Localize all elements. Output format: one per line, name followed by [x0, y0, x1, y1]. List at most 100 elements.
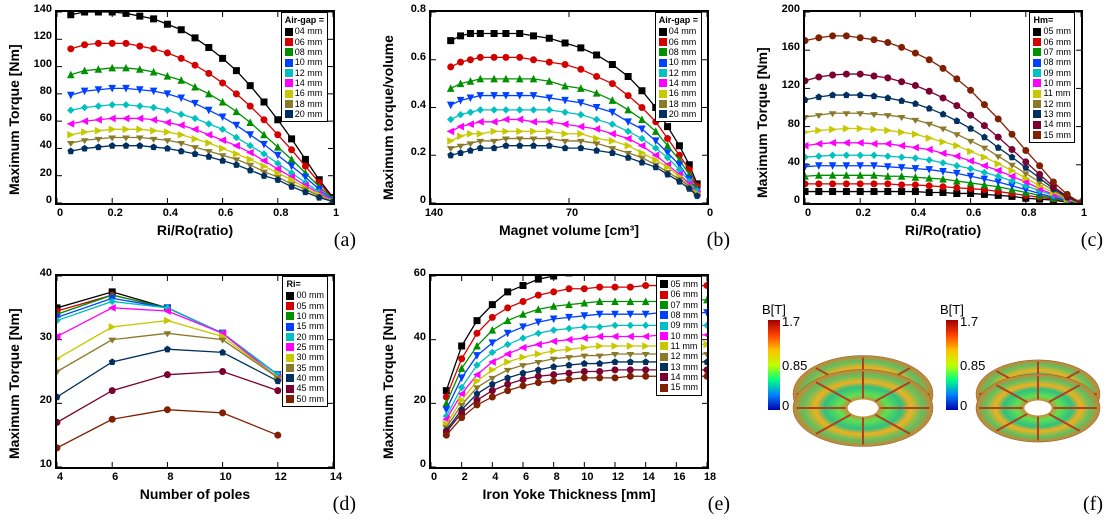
xtick-label: 0.8	[1014, 207, 1044, 219]
series-marker	[981, 154, 987, 160]
series-marker	[843, 140, 849, 146]
legend-label: 12 mm	[1043, 99, 1071, 109]
series-marker	[489, 394, 495, 400]
series-marker	[233, 135, 239, 141]
legend-swatch	[659, 48, 667, 56]
series-marker	[459, 356, 465, 362]
series-marker	[926, 105, 932, 111]
series-marker	[531, 143, 537, 149]
series-marker	[123, 102, 129, 108]
series-marker	[857, 152, 863, 158]
series-marker	[220, 80, 226, 86]
legend-swatch	[659, 100, 667, 108]
xtick-label: 1	[1069, 207, 1099, 219]
series-marker	[926, 157, 932, 163]
xtick-label: 0.4	[903, 207, 933, 219]
series-marker	[517, 30, 523, 36]
series-marker	[503, 128, 509, 134]
series-marker	[597, 361, 603, 367]
legend-swatch	[660, 342, 668, 350]
series-marker	[954, 103, 960, 109]
legend-label: 40 mm	[296, 373, 324, 383]
series-marker	[562, 139, 568, 144]
series-marker	[68, 12, 74, 18]
legend-swatch	[286, 333, 294, 341]
xtick-label: 0	[793, 207, 823, 219]
legend-item: 12 mm	[660, 351, 698, 361]
series-marker	[137, 126, 143, 132]
series-marker	[857, 92, 863, 98]
series-marker	[164, 318, 170, 324]
series-marker	[505, 305, 511, 311]
series-marker	[562, 131, 568, 137]
series-marker	[625, 119, 631, 125]
subplot-label: (a)	[334, 229, 356, 252]
legend-swatch	[286, 302, 294, 310]
series-marker	[981, 146, 987, 151]
series-marker	[164, 129, 170, 135]
series-marker	[505, 381, 511, 387]
series-marker	[220, 349, 226, 355]
xtick-label: 8	[155, 471, 185, 483]
ytick-label: 80	[768, 118, 800, 130]
series-marker	[109, 126, 115, 132]
series-marker	[477, 139, 483, 144]
series-marker	[68, 121, 74, 127]
legend-label: 18 mm	[669, 99, 697, 109]
series-marker	[531, 33, 537, 39]
xtick-label: 0.4	[155, 207, 185, 219]
xtick-label: 0	[419, 471, 449, 483]
series-marker	[954, 76, 960, 82]
series-marker	[562, 109, 568, 115]
series-marker	[566, 326, 572, 332]
series-marker	[192, 62, 198, 68]
series-marker	[816, 74, 822, 80]
series-marker	[261, 158, 267, 164]
series-marker	[816, 114, 822, 119]
series-marker	[1037, 171, 1043, 177]
series-marker	[109, 115, 115, 121]
series-marker	[520, 335, 526, 341]
series-marker	[816, 35, 822, 41]
series-marker	[491, 128, 497, 134]
series-marker	[316, 195, 322, 201]
legend-item: 10 mm	[286, 311, 324, 321]
series-marker	[578, 131, 584, 137]
ytick-label: 0.4	[394, 99, 426, 111]
series-marker	[535, 341, 541, 347]
series-marker	[164, 407, 170, 413]
series-marker	[926, 88, 932, 94]
series-marker	[816, 189, 822, 195]
series-marker	[517, 116, 523, 122]
series-marker	[578, 66, 584, 72]
series-marker	[1009, 131, 1015, 137]
series-marker	[625, 136, 631, 142]
series-marker	[843, 33, 849, 39]
series-marker	[562, 121, 568, 127]
series-marker	[1078, 200, 1081, 203]
series-marker	[82, 118, 88, 124]
series-marker	[625, 155, 631, 161]
series-marker	[899, 129, 905, 135]
legend-label: 08 mm	[295, 47, 323, 57]
series-marker	[639, 143, 645, 149]
xtick-label: 12	[266, 471, 296, 483]
series-marker	[551, 364, 557, 370]
ytick-label: 0	[394, 194, 426, 206]
xtick-label: 8	[542, 471, 572, 483]
legend-item: 09 mm	[1033, 68, 1071, 78]
legend-swatch	[659, 90, 667, 98]
ytick-label: 200	[768, 3, 800, 15]
series-marker	[95, 128, 101, 134]
series-marker	[289, 147, 295, 153]
colorbar-icon	[946, 320, 958, 410]
series-marker	[206, 121, 212, 127]
series-marker	[940, 184, 946, 190]
legend-title: Air-gap =	[285, 15, 324, 25]
series-marker	[643, 373, 649, 379]
series-marker	[95, 12, 101, 15]
legend-item: 35 mm	[286, 363, 324, 373]
series-marker	[609, 97, 615, 103]
legend-label: 10 mm	[669, 57, 697, 67]
panel-f: B[T]1.70.850B[T]1.70.850(f)	[748, 264, 1109, 524]
